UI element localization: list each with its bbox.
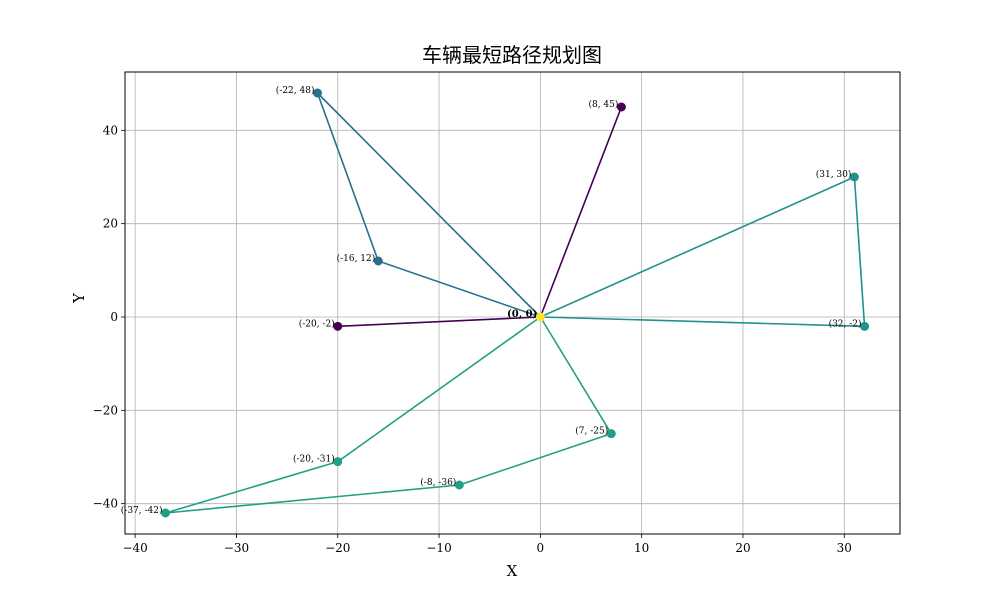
point-label: (7, -25) <box>575 426 608 437</box>
route-point <box>860 321 870 331</box>
point-labels: (8, 45) (-20, -2) (-22, 48) (-16, 12) (31, 3… <box>121 85 862 516</box>
route-point <box>312 88 322 98</box>
route-line-3 <box>540 176 866 328</box>
point-label: (-8, -36) <box>420 477 456 488</box>
grid-lines <box>125 72 900 534</box>
point-label: (31, 30) <box>816 169 852 180</box>
point-label: (-22, 48) <box>276 85 315 96</box>
x-tick-label: 20 <box>735 541 750 555</box>
point-label: (-20, -31) <box>293 454 335 465</box>
depot-point <box>535 312 545 322</box>
x-axis-label: X <box>507 562 518 580</box>
route-lines <box>164 92 866 514</box>
route-point <box>373 256 383 266</box>
x-tick-label: −20 <box>325 541 350 555</box>
depot-label: (0, 0) <box>507 309 537 320</box>
axis-ticks: −40 −30 −20 −10 0 10 20 30 −40 −20 0 20 40 <box>93 123 852 555</box>
route-point <box>333 321 343 331</box>
y-tick-label: 40 <box>103 123 118 137</box>
point-label: (-37, -42) <box>121 505 163 516</box>
route-point <box>606 429 616 439</box>
route-point <box>161 508 171 518</box>
route-point <box>849 172 859 182</box>
y-tick-label: 20 <box>103 217 118 231</box>
x-tick-label: −30 <box>224 541 249 555</box>
chart-title: 车辆最短路径规划图 <box>422 43 602 67</box>
route-line-4 <box>164 316 613 514</box>
x-tick-label: −10 <box>426 541 451 555</box>
y-axis-label: Y <box>70 292 88 304</box>
y-tick-label: 0 <box>110 310 118 324</box>
route-line-2 <box>316 92 541 318</box>
point-label: (8, 45) <box>588 99 618 110</box>
x-tick-label: −40 <box>122 541 147 555</box>
route-points <box>161 88 870 518</box>
x-tick-label: 30 <box>837 541 852 555</box>
route-point <box>616 102 626 112</box>
point-label: (-16, 12) <box>337 253 376 264</box>
route-point <box>333 457 343 467</box>
x-tick-label: 0 <box>537 541 545 555</box>
route-point <box>454 480 464 490</box>
x-tick-label: 10 <box>634 541 649 555</box>
point-label: (-20, -2) <box>299 318 335 329</box>
point-label: (32, -2) <box>829 318 862 329</box>
plot-frame <box>124 71 901 535</box>
y-tick-label: −20 <box>93 403 118 417</box>
route-line-1 <box>336 106 623 328</box>
y-tick-label: −40 <box>93 497 118 511</box>
